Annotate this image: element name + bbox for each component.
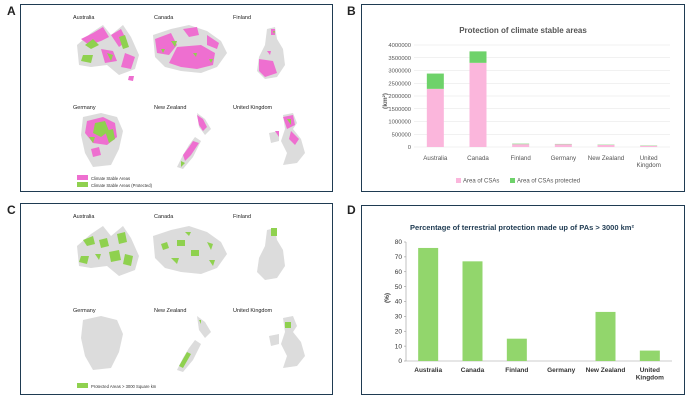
chart-b-ytick-label: 3500000 — [388, 56, 411, 62]
legend-label-csa-protected: Climate Stable Areas (Protected) — [91, 183, 153, 188]
chart-b-bar-canada-area-of-csas — [469, 62, 487, 147]
chart-d-xtick-label: Finland — [505, 367, 528, 374]
legend-label-protected-areas: Protected Areas > 3000 Square km — [91, 384, 157, 389]
map-label-canada: Canada — [154, 214, 174, 220]
chart-d-ytick-label: 80 — [395, 239, 403, 246]
panel-d-chart: Percentage of terrestrial protection mad… — [361, 205, 685, 395]
chart-b-xtick-label: Canada — [467, 155, 489, 162]
chart-d-ytick-label: 0 — [398, 358, 402, 365]
map-label-germany: Germany — [73, 105, 96, 111]
map-label-new-zealand: New Zealand — [154, 105, 186, 111]
map-label-australia: Australia — [73, 15, 95, 21]
panel-c-svg: Australia Canada Finland Germany New Zea… — [73, 214, 305, 389]
chart-d-bar-canada — [462, 261, 483, 361]
map-label-australia: Australia — [73, 214, 95, 220]
chart-d-bar-new-zealand — [595, 311, 616, 361]
map-label-new-zealand: New Zealand — [154, 308, 186, 314]
map-canada — [153, 25, 227, 73]
chart-d-xtick-label: Australia — [414, 367, 442, 374]
legend-swatch-area-of-csas — [456, 178, 461, 183]
map-label-germany: Germany — [73, 308, 96, 314]
legend-swatch-protected-areas — [77, 383, 88, 388]
legend-label-area-of-csas: Area of CSAs — [463, 179, 499, 185]
chart-b-ytick-label: 2500000 — [388, 81, 411, 87]
panel-b-chart: Protection of climate stable areas (km²)… — [361, 4, 685, 192]
map-australia — [77, 25, 139, 81]
chart-b-legend: Area of CSAs Area of CSAs protected — [456, 178, 580, 185]
panel-c-letter: C — [7, 203, 16, 217]
chart-d-bar-australia — [418, 247, 439, 361]
panel-a-letter: A — [7, 4, 16, 18]
chart-b-ylabel: (km²) — [382, 93, 389, 109]
chart-b-xtick-label: Australia — [423, 155, 448, 162]
map-label-united-kingdom: United Kingdom — [233, 105, 273, 111]
chart-d-ytick-label: 60 — [395, 269, 403, 276]
map-finland — [257, 27, 285, 79]
chart-b-bar-canada-area-of-csas-protected — [469, 51, 487, 63]
chart-b-bar-finland-area-of-csas — [512, 144, 530, 147]
chart-b-xtick-label: Finland — [511, 155, 532, 162]
chart-b-ytick-label: 3000000 — [388, 69, 411, 75]
map-label-finland: Finland — [233, 15, 251, 21]
chart-b-bar-finland-area-of-csas-protected — [512, 143, 530, 145]
chart-b-bar-australia-area-of-csas — [426, 88, 444, 147]
map-canada — [153, 226, 227, 274]
panel-a-maps: Australia Canada Finland Germany New Zea… — [20, 4, 333, 192]
legend-label-csa: Climate Stable Areas — [91, 176, 130, 181]
chart-b-ytick-label: 1000000 — [388, 120, 411, 126]
map-new-zealand — [177, 316, 211, 372]
map-united-kingdom — [269, 316, 305, 368]
chart-d-ytick-label: 20 — [395, 328, 403, 335]
chart-d-xtick-label: Germany — [547, 367, 576, 374]
chart-b-xtick-label: Germany — [551, 155, 577, 162]
chart-d-bar-finland — [506, 338, 527, 361]
chart-d-bar-united-kingdom — [639, 350, 660, 361]
legend-label-area-of-csas-protected: Area of CSAs protected — [517, 179, 580, 185]
map-label-canada: Canada — [154, 15, 174, 21]
panel-a-svg: Australia Canada Finland Germany New Zea… — [73, 15, 305, 188]
panel-a-legend: Climate Stable Areas Climate Stable Area… — [77, 175, 153, 188]
chart-d-ytick-label: 40 — [395, 299, 403, 306]
chart-d-xtick-label: Canada — [461, 367, 485, 374]
chart-b-ytick-label: 2000000 — [388, 94, 411, 100]
map-germany — [81, 316, 123, 370]
chart-b-ytick-label: 1500000 — [388, 107, 411, 113]
map-united-kingdom — [269, 113, 305, 165]
chart-d-xtick-label: New Zealand — [586, 367, 626, 374]
map-finland — [257, 228, 285, 280]
chart-b-ytick-label: 0 — [408, 145, 411, 151]
chart-b-bar-united-kingdom-area-of-csas — [640, 145, 658, 147]
panel-b-letter: B — [347, 4, 356, 18]
legend-swatch-csa-protected — [77, 182, 88, 187]
map-new-zealand — [177, 113, 211, 169]
legend-swatch-area-of-csas-protected — [510, 178, 515, 183]
chart-d-ylabel: (%) — [384, 293, 391, 303]
chart-b-bar-germany-area-of-csas — [554, 144, 572, 147]
chart-b-xtick-label: United Kingdom — [636, 155, 660, 169]
chart-d-ytick-label: 70 — [395, 254, 403, 261]
chart-b-title: Protection of climate stable areas — [459, 26, 587, 35]
map-label-finland: Finland — [233, 214, 251, 220]
chart-d-ytick-label: 50 — [395, 284, 403, 291]
panel-c-legend: Protected Areas > 3000 Square km — [77, 383, 157, 389]
panel-d-letter: D — [347, 203, 356, 217]
chart-b-bar-new-zealand-area-of-csas — [597, 144, 615, 147]
panel-c-maps: Australia Canada Finland Germany New Zea… — [20, 203, 333, 395]
chart-d-title: Percentage of terrestrial protection mad… — [410, 223, 634, 232]
map-australia — [77, 226, 139, 276]
chart-d-xtick-label: United Kingdom — [636, 367, 664, 382]
map-label-united-kingdom: United Kingdom — [233, 308, 273, 314]
chart-d-svg: Percentage of terrestrial protection mad… — [384, 223, 672, 382]
legend-swatch-csa — [77, 175, 88, 180]
chart-d-ytick-label: 10 — [395, 343, 403, 350]
chart-b-bar-australia-area-of-csas-protected — [426, 73, 444, 89]
chart-b-xtick-label: New Zealand — [588, 155, 625, 162]
chart-d-ytick-label: 30 — [395, 314, 403, 321]
map-germany — [81, 113, 123, 167]
chart-b-svg: Protection of climate stable areas (km²)… — [382, 26, 670, 185]
chart-b-ytick-label: 500000 — [392, 132, 411, 138]
chart-b-ytick-label: 4000000 — [388, 43, 411, 49]
